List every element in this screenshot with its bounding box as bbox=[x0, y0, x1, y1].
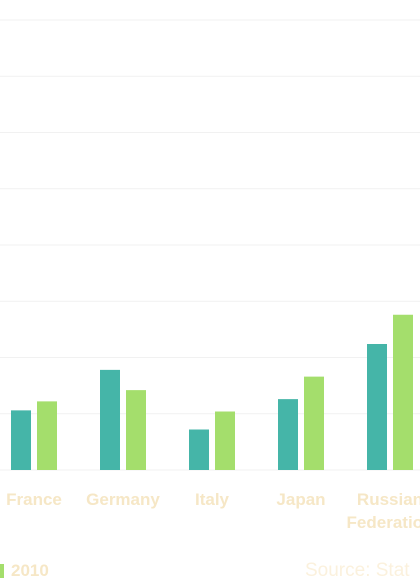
bar-france-series-2 bbox=[37, 401, 57, 470]
bar-russian-federation-series-2 bbox=[393, 314, 413, 470]
x-tick-label: RussianFederation bbox=[347, 490, 420, 532]
x-tick-label: Japan bbox=[276, 490, 325, 509]
bar-italy-series-1 bbox=[189, 429, 209, 470]
x-tick-label: Germany bbox=[86, 490, 160, 509]
bar-italy-series-2 bbox=[215, 411, 235, 470]
x-tick-label: Italy bbox=[195, 490, 230, 509]
bar-france-series-1 bbox=[11, 410, 31, 470]
legend-label-2010: 2010 bbox=[11, 561, 49, 580]
legend-swatch-2010 bbox=[0, 564, 4, 578]
bar-germany-series-1 bbox=[100, 369, 120, 470]
bar-russian-federation-series-1 bbox=[367, 344, 387, 470]
bar-japan-series-1 bbox=[278, 399, 298, 470]
x-tick-label: France bbox=[6, 490, 62, 509]
bar-japan-series-2 bbox=[304, 376, 324, 470]
bar-germany-series-2 bbox=[126, 390, 146, 470]
source-note: Source: Stat bbox=[305, 560, 410, 581]
